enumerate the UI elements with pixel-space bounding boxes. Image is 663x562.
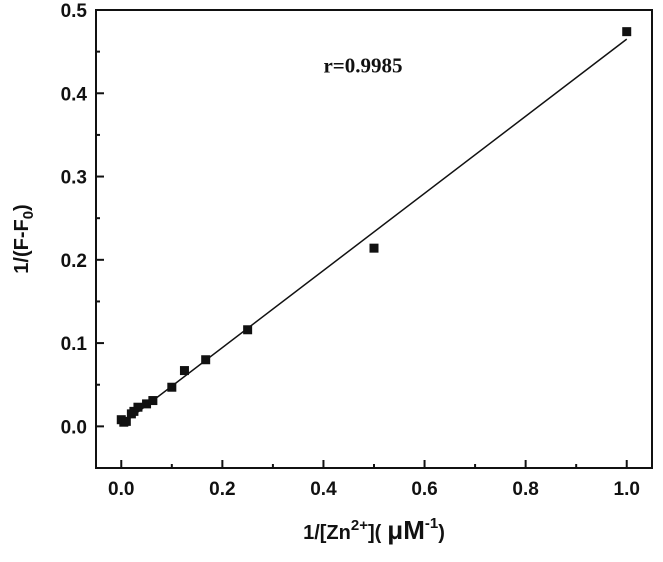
y-axis-title: 1/(F-F0) [11,204,37,273]
y-tick-label: 0.2 [61,251,87,272]
x-tick-label: 0.6 [411,479,437,500]
y-axis-title-prefix: 1/(F-F [11,219,33,273]
axis-ticks [96,10,627,468]
y-tick-label: 0.3 [61,168,87,189]
data-point [167,383,176,392]
x-tick-label: 0.0 [108,479,134,500]
x-axis-title-prefix: 1/[Zn [303,522,351,544]
x-axis-title-unit-sup: -1 [425,515,438,532]
x-tick-label: 1.0 [614,479,640,500]
plot-frame [96,10,652,468]
x-tick-label: 0.4 [310,479,337,500]
data-point [133,403,142,412]
x-axis-title-sup: 2+ [351,517,368,534]
x-axis-title: 1/[Zn2+](μM-1) [303,515,445,545]
y-axis-title-suffix: ) [11,204,33,211]
x-tick-label: 0.8 [512,479,538,500]
data-point [180,366,189,375]
y-tick-label: 0.5 [61,1,88,22]
x-axis-title-middle: ]( [368,522,382,544]
y-axis-title-sub: 0 [20,211,37,219]
data-points [117,27,631,427]
x-axis-title-suffix: ) [438,522,445,544]
r-value-annotation: r=0.9985 [323,53,402,77]
fit-line [121,39,626,425]
annotations: r=0.9985 [323,53,402,77]
data-point [243,325,252,334]
x-axis-title-unit: M [403,515,425,545]
x-axis-title-mu: μ [387,515,403,545]
data-point [622,27,631,36]
y-tick-label: 0.1 [61,334,88,355]
fit-line-group [121,39,626,425]
data-point [201,355,210,364]
y-tick-label: 0.0 [61,417,87,438]
x-tick-label: 0.2 [209,479,235,500]
data-point [370,244,379,253]
data-point [148,396,157,405]
y-tick-label: 0.4 [61,84,88,105]
